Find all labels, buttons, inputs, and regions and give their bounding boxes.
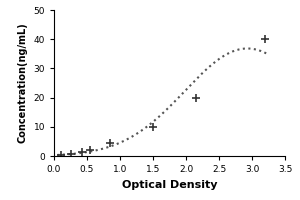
X-axis label: Optical Density: Optical Density [122, 180, 217, 190]
Y-axis label: Concentration(ng/mL): Concentration(ng/mL) [18, 23, 28, 143]
